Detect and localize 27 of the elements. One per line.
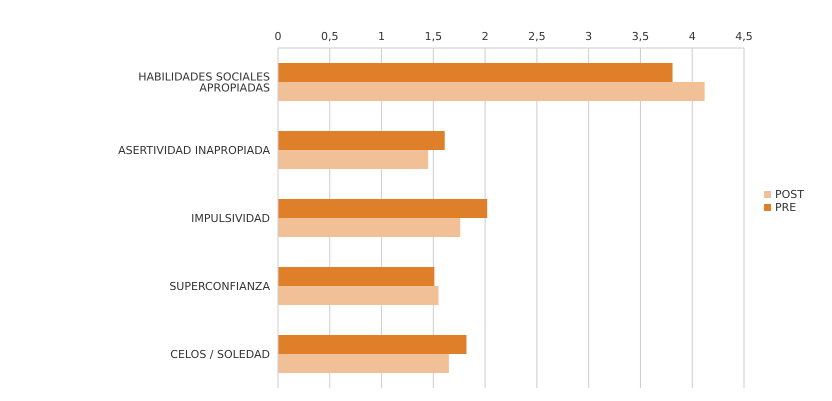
y-tick-label: CELOS / SOLEDAD: [170, 348, 270, 361]
bar: [278, 82, 705, 101]
x-tick-label: 2: [482, 30, 489, 43]
y-tick-label: SUPERCONFIANZA: [169, 280, 270, 293]
bar: [278, 218, 460, 237]
x-tick-label: 0,5: [321, 30, 339, 43]
y-tick-label: HABILIDADES SOCIALES APROPIADAS: [138, 70, 270, 94]
legend-label: PRE: [775, 200, 796, 214]
bar: [278, 334, 466, 354]
bar: [278, 354, 449, 373]
y-tick-label: ASERTIVIDAD INAPROPIADA: [118, 144, 270, 157]
y-tick-label: IMPULSIVIDAD: [191, 212, 270, 225]
x-tick-label: 3: [585, 30, 592, 43]
x-tick-label: 3,5: [632, 30, 650, 43]
bar: [278, 130, 445, 150]
x-tick-label: 1: [378, 30, 386, 43]
bar: [278, 150, 428, 169]
x-tick-label: 4: [688, 30, 696, 43]
bar: [278, 198, 488, 218]
bar: [278, 62, 673, 82]
x-tick-label: 1,5: [424, 30, 442, 43]
x-tick-label: 0: [274, 30, 282, 43]
bar: [278, 266, 434, 286]
legend-label: POST: [775, 188, 804, 200]
bar: [278, 286, 439, 305]
x-tick-label: 2,5: [528, 30, 546, 43]
x-tick-label: 4,5: [735, 30, 753, 43]
